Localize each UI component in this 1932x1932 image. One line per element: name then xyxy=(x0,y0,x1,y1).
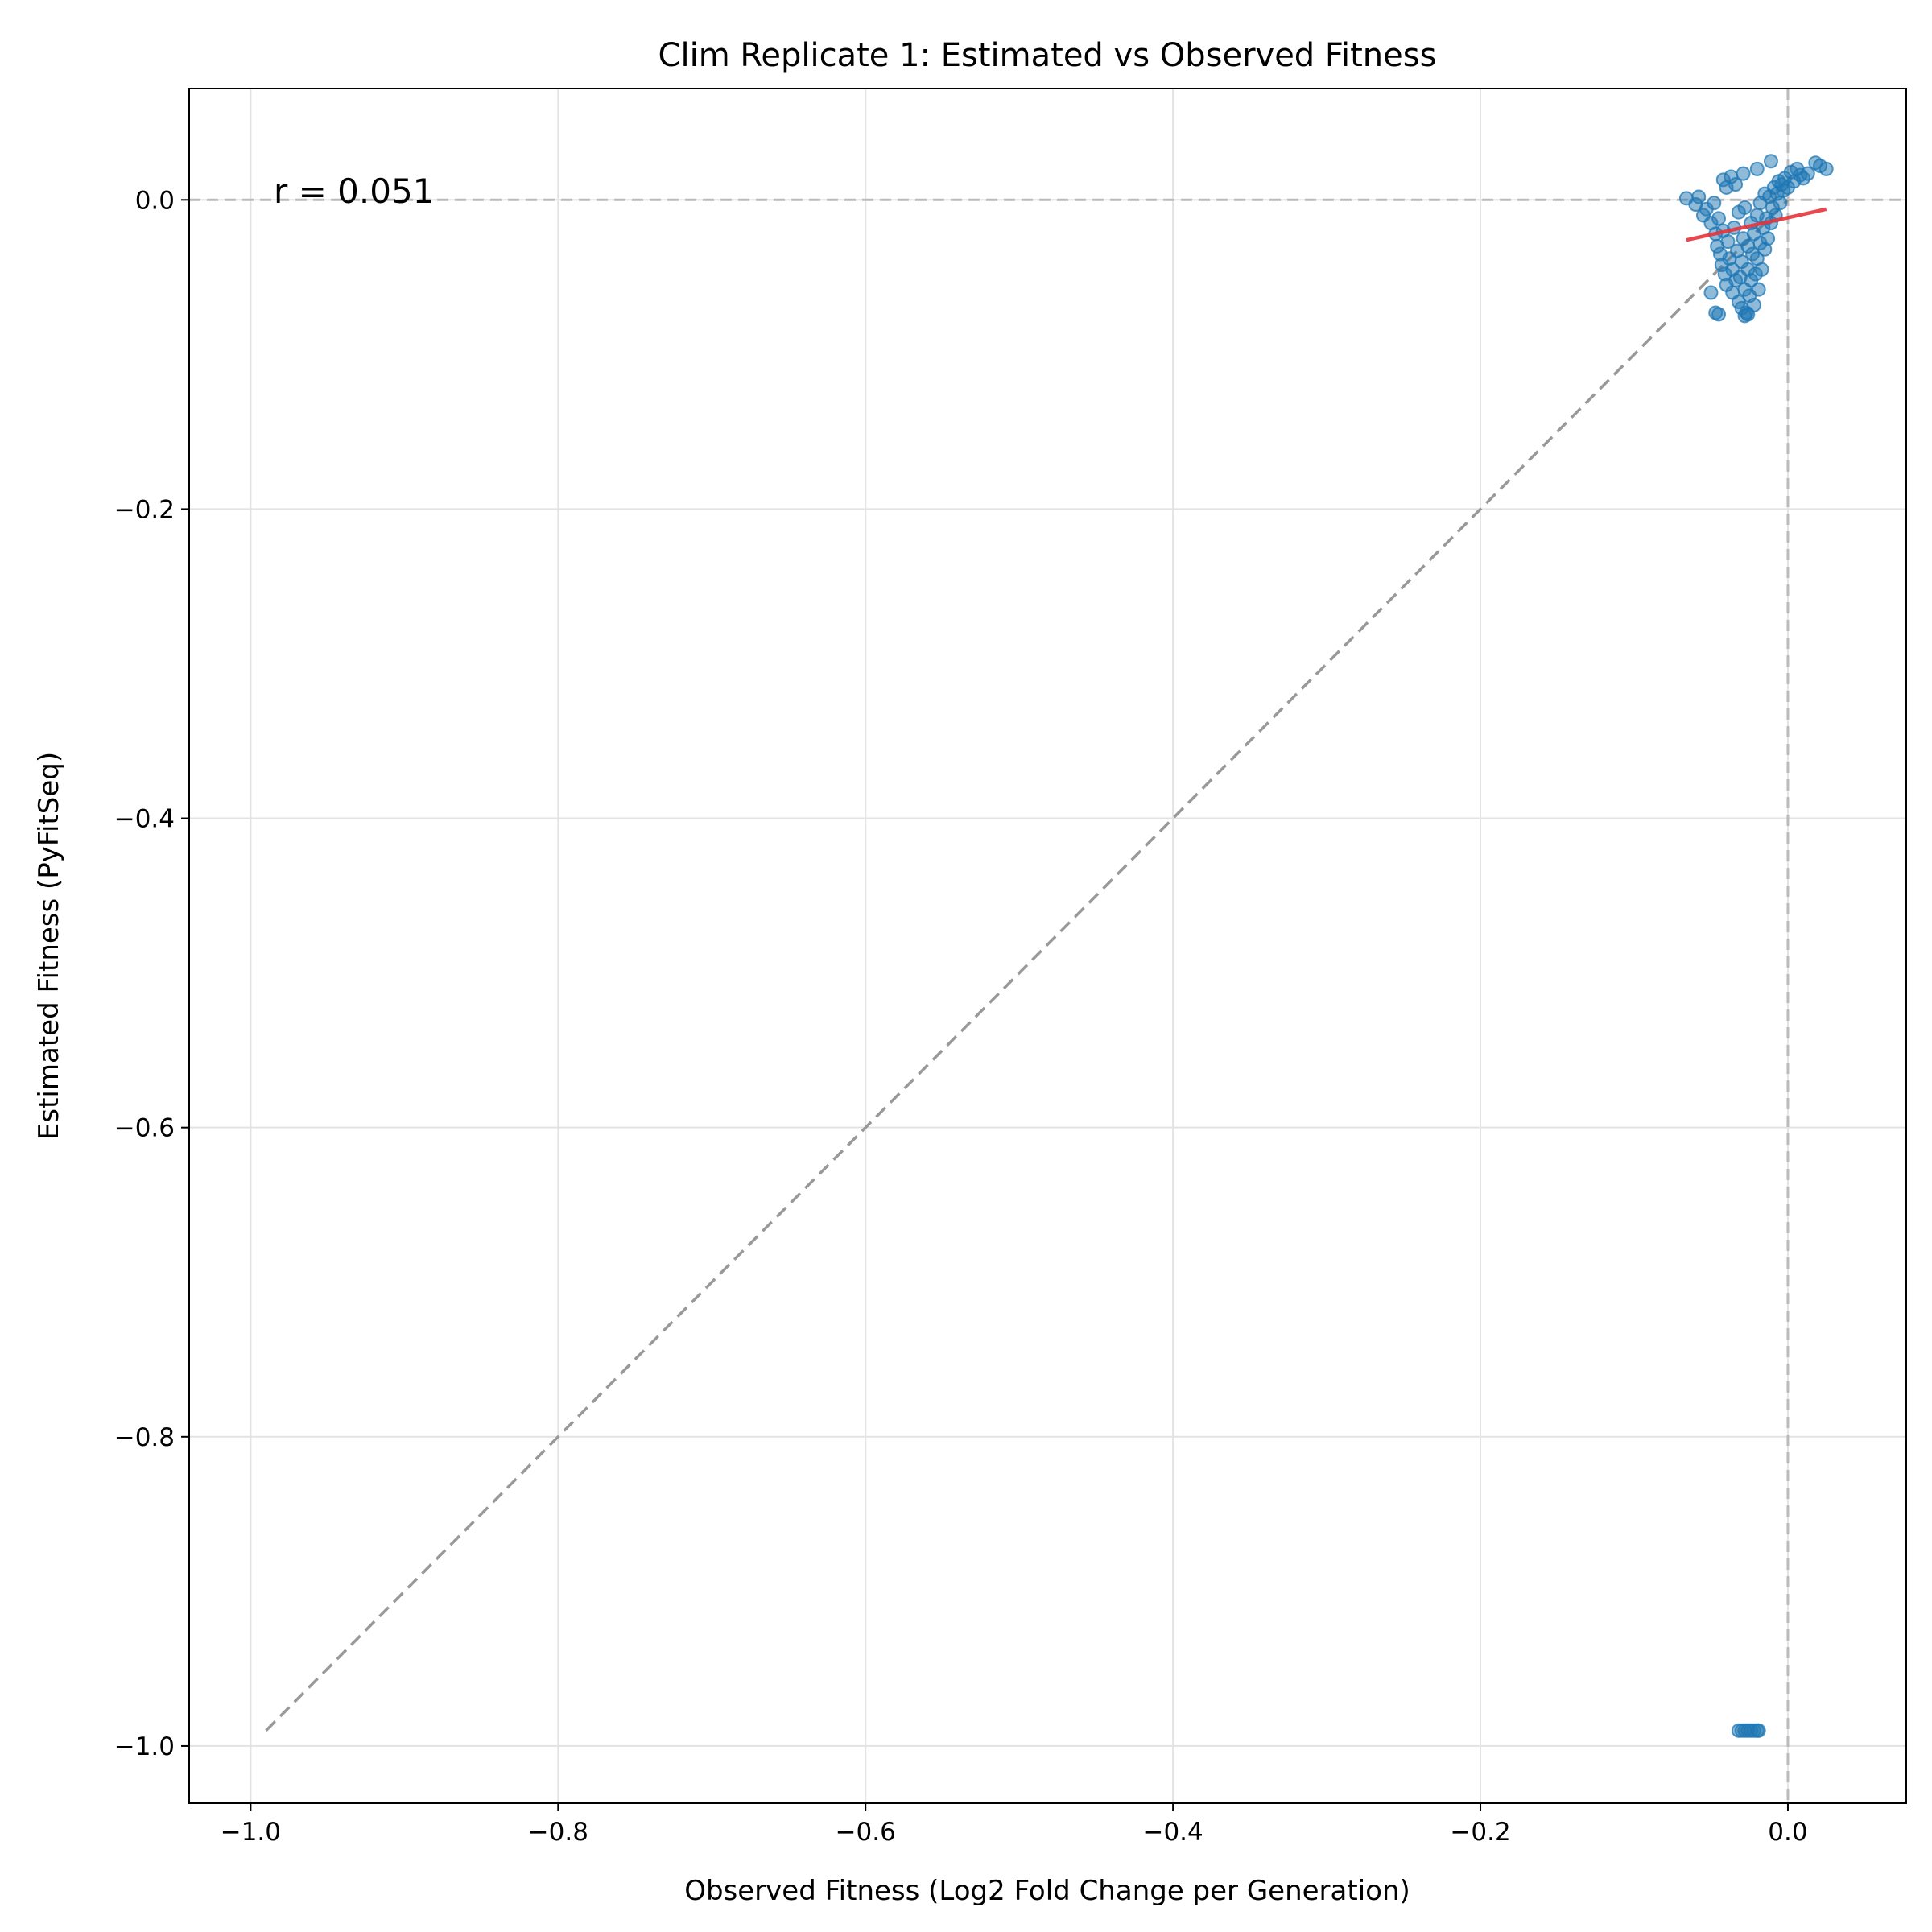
data-point xyxy=(1773,196,1788,211)
x-tick-label: −0.2 xyxy=(1450,1818,1510,1847)
data-point xyxy=(1800,166,1815,181)
chart-title: Clim Replicate 1: Estimated vs Observed … xyxy=(658,37,1437,74)
x-axis-label: Observed Fitness (Log2 Fold Change per G… xyxy=(684,1875,1410,1907)
data-point xyxy=(1736,166,1751,181)
data-point xyxy=(1711,211,1727,226)
data-point xyxy=(1754,262,1769,277)
y-tick-label: 0.0 xyxy=(135,186,175,215)
data-point xyxy=(1720,234,1736,250)
x-tick-label: −1.0 xyxy=(221,1818,281,1847)
regression-fit-line xyxy=(1686,207,1827,242)
data-point xyxy=(1703,285,1719,300)
data-point xyxy=(1751,1723,1766,1738)
data-point xyxy=(1715,172,1731,188)
data-point xyxy=(1749,161,1765,176)
y-tick-label: −0.4 xyxy=(114,805,175,834)
data-point xyxy=(1818,161,1834,176)
reference-lines xyxy=(189,89,1906,1803)
y-tick-label: −0.8 xyxy=(114,1423,175,1452)
x-tick-label: 0.0 xyxy=(1768,1818,1807,1847)
y-tick-label: −0.2 xyxy=(114,495,175,524)
y-tick-label: −0.6 xyxy=(114,1114,175,1143)
data-point xyxy=(1728,177,1744,192)
data-point xyxy=(1691,189,1707,204)
fit-line-group xyxy=(1686,207,1827,242)
y-axis-ticks: 0.0 −0.2 −0.4 −0.6 −0.8 −1.0 xyxy=(114,186,189,1761)
correlation-annotation: r = 0.051 xyxy=(274,171,434,211)
identity-line xyxy=(265,199,1790,1732)
data-point xyxy=(1740,307,1756,322)
data-point xyxy=(1751,282,1766,297)
y-tick-label: −1.0 xyxy=(114,1732,175,1761)
data-point xyxy=(1737,200,1752,215)
data-point xyxy=(1711,307,1727,322)
x-tick-label: −0.8 xyxy=(528,1818,588,1847)
data-point xyxy=(1763,154,1778,169)
x-axis-ticks: −1.0 −0.8 −0.6 −0.4 −0.2 0.0 xyxy=(221,1803,1808,1847)
plot-frame xyxy=(188,88,1907,1804)
data-points xyxy=(1678,154,1834,1738)
x-tick-label: −0.6 xyxy=(836,1818,896,1847)
x-tick-label: −0.4 xyxy=(1142,1818,1203,1847)
data-point xyxy=(1707,196,1722,211)
y-axis-label: Estimated Fitness (PyFitSeq) xyxy=(33,752,65,1140)
data-point xyxy=(1761,231,1776,246)
